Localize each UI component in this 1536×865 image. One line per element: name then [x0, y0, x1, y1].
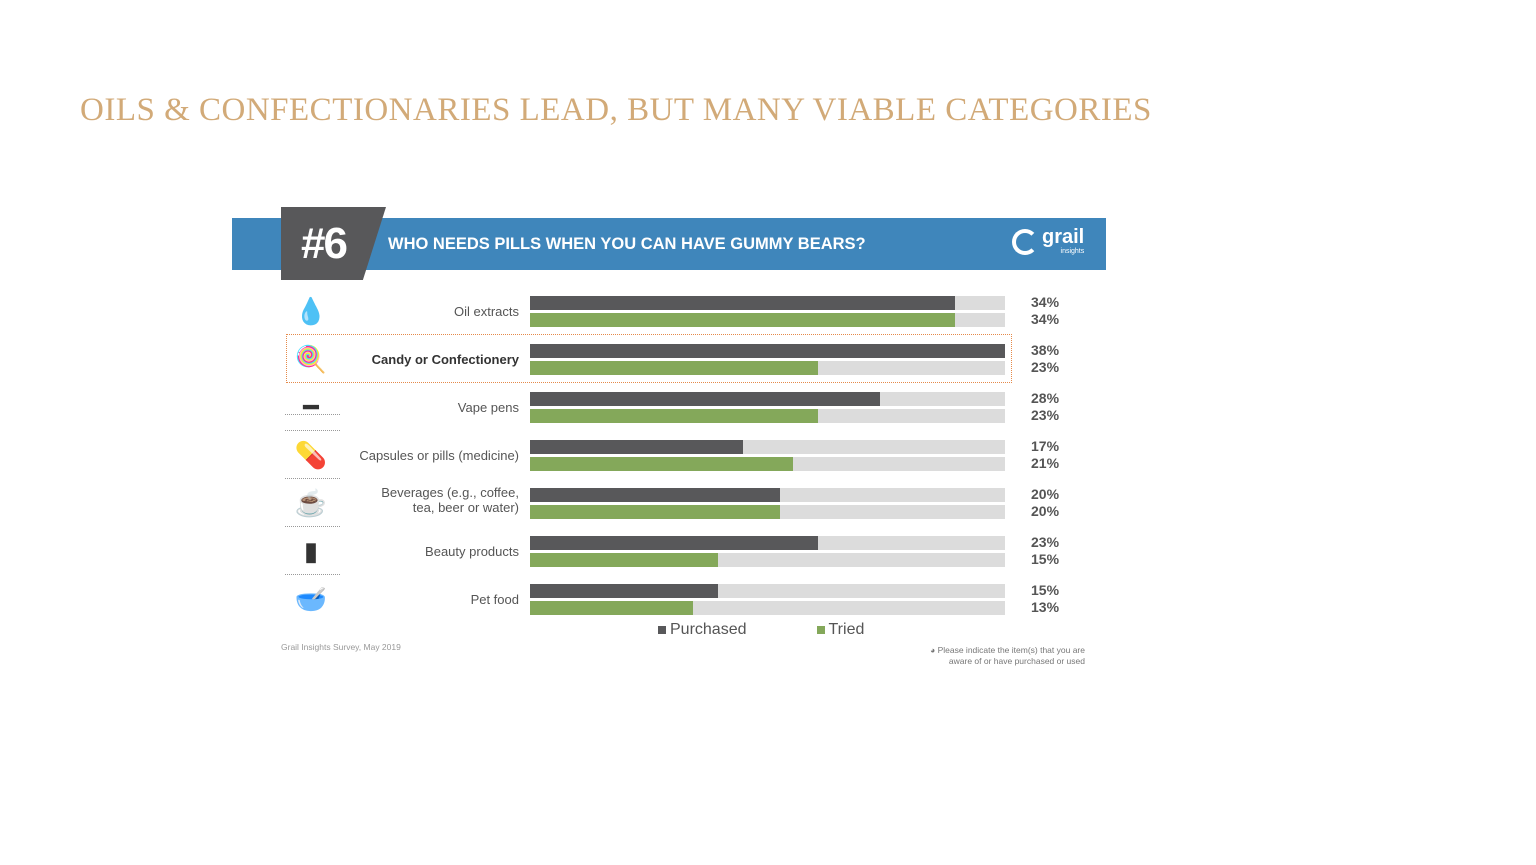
row-separator — [285, 478, 340, 479]
value-label: 38% — [1031, 342, 1060, 358]
source-note: Grail Insights Survey, May 2019 — [281, 642, 401, 652]
row-separator — [285, 574, 340, 575]
candy-icon: 🍭 — [294, 344, 328, 374]
slide-title: OILS & CONFECTIONARIES LEAD, BUT MANY VI… — [80, 92, 1152, 128]
purchased-bar — [530, 392, 880, 406]
legend-purchased: Purchased — [658, 621, 747, 639]
logo-text: grail — [1042, 226, 1085, 248]
oil-leaf-icon: 💧 — [294, 296, 328, 326]
purchased-bar — [530, 488, 780, 502]
value-label: 13% — [1031, 599, 1060, 615]
category-label: Vape pens — [457, 400, 519, 415]
tried-bar — [530, 601, 693, 615]
pet-food-icon: 🥣 — [294, 584, 328, 614]
beverage-icon: ☕ — [294, 488, 328, 518]
category-label: Candy or Confectionery — [371, 352, 519, 367]
legend-swatch — [816, 626, 825, 634]
note-text: Please indicate the item(s) that you are… — [937, 645, 1085, 666]
beauty-icon: ▮ — [303, 536, 319, 566]
value-label: 20% — [1031, 503, 1060, 519]
category-label: Oil extracts — [453, 304, 519, 319]
category-label: Beverages (e.g., coffee, tea, beer or wa… — [381, 485, 519, 515]
value-label: 23% — [1031, 407, 1060, 423]
category-label: Beauty products — [425, 544, 519, 559]
purchased-bar — [530, 296, 955, 310]
legend: Purchased Tried — [658, 621, 864, 639]
logo-icon — [1012, 228, 1038, 255]
question-note: ◕ Please indicate the item(s) that you a… — [930, 645, 1085, 666]
value-label: 17% — [1031, 438, 1060, 454]
value-label: 20% — [1031, 486, 1060, 502]
vape-pen-icon: ━ — [303, 392, 319, 422]
tried-bar — [530, 553, 718, 567]
tried-bar — [530, 313, 955, 327]
row-separator — [285, 526, 340, 527]
legend-label: Purchased — [670, 621, 747, 638]
legend-swatch — [658, 626, 666, 634]
tried-bar — [530, 361, 818, 375]
tried-bar — [530, 505, 780, 519]
purchased-bar — [530, 440, 743, 454]
legend-label: Tried — [828, 621, 865, 638]
logo-subtext: insights — [1060, 248, 1085, 255]
grail-logo: grail insights — [1012, 226, 1085, 255]
row-separator — [285, 414, 340, 415]
tried-bar — [530, 457, 793, 471]
value-label: 34% — [1031, 294, 1060, 310]
value-label: 23% — [1031, 359, 1060, 375]
highlight-box — [286, 334, 1012, 383]
category-label: Capsules or pills (medicine) — [359, 448, 519, 463]
purchased-bar — [530, 536, 818, 550]
legend-tried: Tried — [816, 621, 865, 639]
row-separator — [285, 430, 340, 431]
tried-bar — [530, 409, 818, 423]
value-label: 21% — [1031, 455, 1060, 471]
value-label: 34% — [1031, 311, 1060, 327]
value-label: 23% — [1031, 534, 1060, 550]
value-label: 15% — [1031, 551, 1060, 567]
chart-title: WHO NEEDS PILLS WHEN YOU CAN HAVE GUMMY … — [388, 235, 866, 253]
purchased-bar — [530, 584, 718, 598]
purchased-bar — [530, 344, 1005, 358]
pills-icon: 💊 — [294, 440, 328, 470]
category-label: Pet food — [470, 592, 519, 607]
value-label: 15% — [1031, 582, 1060, 598]
value-label: 28% — [1031, 390, 1060, 406]
